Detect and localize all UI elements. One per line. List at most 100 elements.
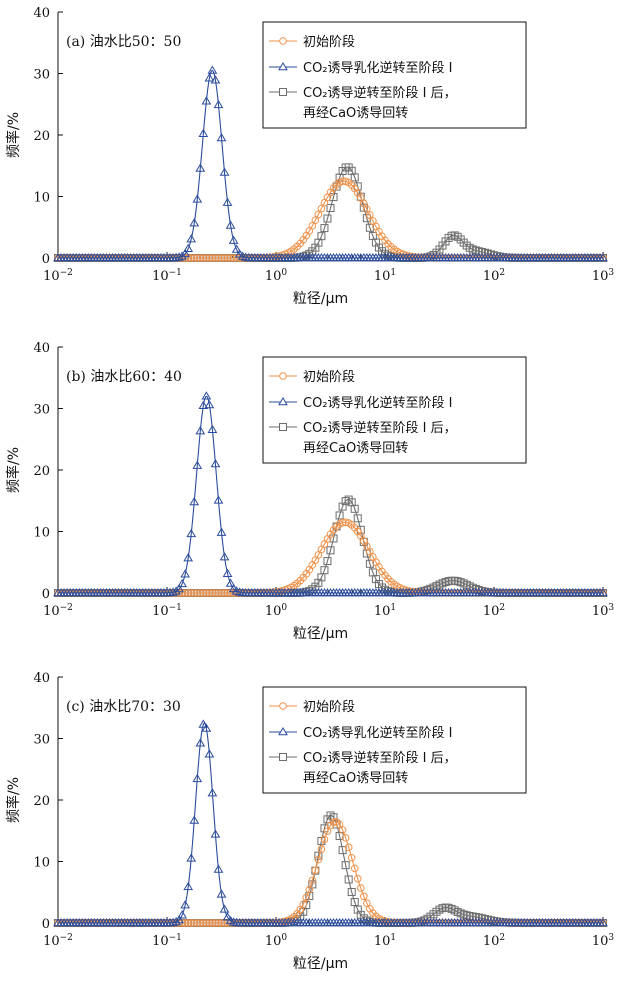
data-point-initial	[187, 589, 196, 597]
x-tick-label: 10−1	[152, 933, 182, 949]
legend-label-co2: CO₂诱导乳化逆转至阶段 I	[303, 395, 453, 411]
chart-panel-2: 0 10 20 30 40 10−2 10−1 100 101 102 103 粒径/μm 频率/% (c…	[5, 671, 614, 972]
data-point-initial	[202, 254, 211, 262]
data-point-co2	[198, 128, 209, 137]
data-point-co2	[216, 889, 227, 898]
data-point-initial	[308, 876, 317, 885]
data-point-cao	[350, 504, 359, 513]
data-point-co2	[598, 253, 608, 262]
data-point-co2	[192, 194, 203, 203]
x-tick-label: 102	[483, 933, 505, 949]
chart-panel-1: 0 10 20 30 40 10−2 10−1 100 101 102 103 粒径/μm 频率/% (b…	[5, 341, 614, 642]
data-point-initial	[208, 919, 217, 927]
data-point-co2	[180, 900, 191, 909]
legend-box	[262, 686, 527, 794]
data-point-co2	[213, 99, 224, 109]
data-point-cao	[320, 566, 329, 575]
series-line-co2	[58, 69, 603, 259]
data-point-cao	[350, 173, 359, 182]
data-point-initial	[193, 254, 202, 262]
legend-marker-cao	[279, 753, 287, 761]
data-point-co2	[207, 424, 218, 433]
data-point-co2	[210, 829, 221, 838]
data-point-initial	[311, 866, 320, 875]
panel-title: (a) 油水比50：50	[66, 34, 181, 50]
legend: 初始阶段 CO₂诱导乳化逆转至阶段 I CO₂诱导逆转至阶段 I 后， 再经CaO诱导…	[262, 21, 527, 129]
data-point-initial	[299, 900, 308, 909]
data-point-co2	[192, 460, 203, 469]
data-point-initial	[311, 216, 320, 225]
data-point-co2	[222, 912, 233, 921]
data-point-co2	[231, 244, 242, 253]
data-point-initial	[314, 855, 323, 864]
data-point-cao	[344, 875, 353, 884]
data-point-cao	[317, 232, 326, 241]
x-tick-label: 102	[483, 603, 505, 619]
data-point-initial	[211, 254, 220, 262]
data-point-initial	[193, 919, 202, 927]
data-point-initial	[223, 254, 232, 262]
series-line-cao	[58, 499, 603, 594]
x-tick-label: 101	[374, 603, 396, 619]
data-point-initial	[202, 919, 211, 927]
data-point-co2	[177, 910, 188, 919]
data-point-initial	[190, 919, 199, 927]
data-point-initial	[320, 835, 329, 844]
data-point-co2	[183, 243, 194, 252]
data-point-co2	[183, 881, 194, 891]
data-point-co2	[195, 738, 206, 747]
legend-label-cao-line2: 再经CaO诱导回转	[303, 771, 408, 786]
data-point-co2	[192, 773, 203, 783]
x-tick-label: 100	[265, 603, 288, 619]
data-point-co2	[198, 719, 209, 728]
data-point-co2	[228, 917, 239, 926]
data-point-initial	[205, 589, 214, 597]
y-tick-label: 20	[33, 464, 50, 479]
y-axis-label: 频率/%	[5, 112, 22, 158]
x-tick-label: 100	[265, 933, 288, 949]
data-point-co2	[183, 553, 194, 562]
data-point-co2	[180, 248, 191, 258]
data-point-co2	[219, 904, 230, 913]
series-cao	[54, 495, 607, 597]
data-point-initial	[184, 589, 192, 597]
data-point-initial	[317, 204, 326, 213]
data-point-initial	[187, 919, 196, 927]
x-tick-label: 103	[592, 933, 615, 949]
data-point-co2	[225, 220, 236, 229]
data-point-initial	[217, 254, 226, 262]
legend-marker-cao	[279, 423, 287, 431]
series-co2	[53, 65, 608, 262]
data-point-co2	[219, 552, 230, 561]
data-point-initial	[302, 893, 311, 902]
series-line-co2	[58, 722, 603, 924]
data-point-co2	[195, 163, 206, 172]
x-tick-label: 10−2	[43, 603, 73, 619]
data-point-co2	[195, 426, 206, 435]
y-tick-label: 10	[33, 191, 50, 206]
data-point-initial	[196, 919, 205, 927]
data-point-co2	[228, 235, 239, 244]
series-co2	[53, 391, 608, 597]
data-point-initial	[356, 884, 365, 892]
legend-marker-initial	[279, 702, 287, 710]
data-point-cao	[335, 511, 344, 520]
x-tick-label: 10−2	[43, 268, 73, 284]
legend-label-cao-line2: 再经CaO诱导回转	[303, 106, 408, 121]
legend-label-co2: CO₂诱导乳化逆转至阶段 I	[303, 60, 453, 76]
legend-box	[262, 356, 527, 464]
x-axis-label: 粒径/μm	[293, 291, 348, 307]
legend-label-cao: CO₂诱导逆转至阶段 I 后，	[303, 750, 457, 766]
data-point-co2	[225, 578, 236, 587]
data-point-cao	[323, 214, 332, 223]
series-line-cao	[58, 166, 603, 259]
chart-panel-0: 0 10 20 30 40 10−2 10−1 100 101 102 103 粒径/μm 频率/% (a…	[5, 6, 614, 307]
data-point-initial	[184, 919, 192, 927]
data-point-co2	[207, 65, 218, 74]
legend-label-co2: CO₂诱导乳化逆转至阶段 I	[303, 725, 453, 741]
y-tick-label: 40	[33, 341, 50, 356]
data-point-cao	[341, 861, 350, 870]
x-tick-label: 101	[374, 933, 396, 949]
data-point-co2	[216, 527, 227, 536]
